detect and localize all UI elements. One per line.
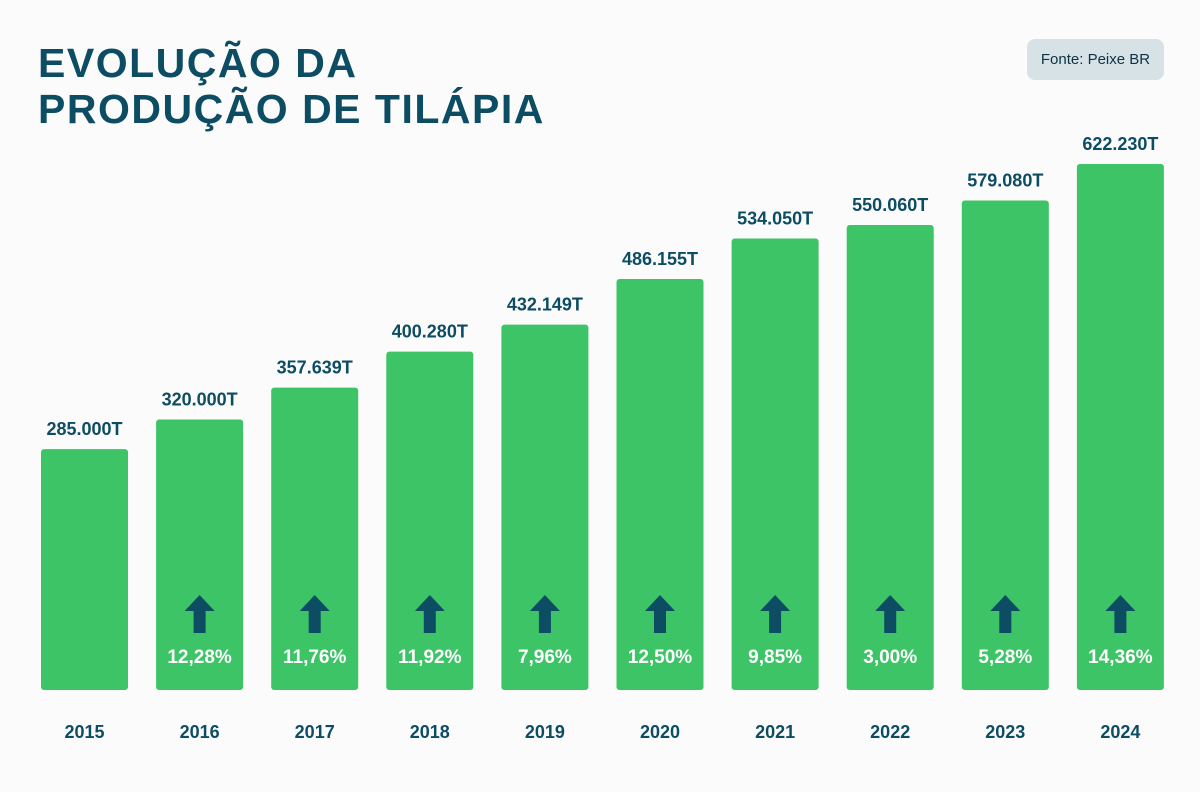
bar-2021 (731, 238, 819, 690)
source-badge: Fonte: Peixe BR (1027, 39, 1164, 80)
year-label-2023: 2023 (985, 722, 1025, 742)
arrow-up-icon (529, 595, 560, 633)
growth-label-2022: 3,00% (863, 647, 917, 668)
year-label-2019: 2019 (525, 722, 565, 742)
bar-2020 (616, 279, 704, 690)
chart-title: EVOLUÇÃO DA PRODUÇÃO DE TILÁPIA (38, 40, 545, 132)
growth-label-2021: 9,85% (748, 647, 802, 668)
value-label-2019: 432.149T (507, 295, 583, 315)
arrow-up-icon (1105, 595, 1136, 633)
bar-2016 (156, 419, 244, 690)
growth-label-2019: 7,96% (518, 647, 572, 668)
arrow-up-icon (184, 595, 215, 633)
value-label-2018: 400.280T (392, 322, 468, 342)
bar-2015 (41, 449, 128, 690)
bar-2022 (846, 225, 934, 690)
growth-label-2020: 12,50% (628, 647, 693, 668)
arrow-up-icon (645, 595, 675, 633)
value-label-2024: 622.230T (1082, 134, 1158, 154)
bar-2018 (386, 351, 474, 690)
value-label-2022: 550.060T (852, 195, 928, 215)
year-label-2018: 2018 (410, 722, 450, 742)
year-label-2024: 2024 (1100, 722, 1140, 742)
year-label-2016: 2016 (180, 722, 220, 742)
arrow-up-icon (299, 595, 330, 633)
year-label-2015: 2015 (64, 722, 104, 742)
value-label-2021: 534.050T (737, 209, 813, 229)
bar-2023 (961, 200, 1049, 691)
growth-label-2023: 5,28% (978, 647, 1032, 668)
value-label-2017: 357.639T (277, 358, 353, 378)
bar-2019 (501, 324, 589, 690)
year-label-2017: 2017 (295, 722, 335, 742)
value-label-2016: 320.000T (162, 389, 238, 409)
growth-label-2024: 14,36% (1088, 647, 1153, 668)
value-label-2020: 486.155T (622, 249, 698, 269)
bar-2024 (1076, 164, 1164, 690)
growth-label-2016: 12,28% (167, 647, 232, 668)
title-line-2: PRODUÇÃO DE TILÁPIA (38, 86, 545, 132)
year-label-2022: 2022 (870, 722, 910, 742)
arrow-up-icon (875, 595, 906, 633)
arrow-up-icon (760, 595, 791, 633)
bar-2017 (271, 387, 359, 690)
title-line-1: EVOLUÇÃO DA (38, 40, 358, 86)
year-label-2021: 2021 (755, 722, 795, 742)
growth-label-2018: 11,92% (398, 647, 461, 668)
value-label-2023: 579.080T (967, 170, 1043, 190)
value-label-2015: 285.000T (46, 419, 122, 439)
arrow-up-icon (990, 595, 1021, 633)
growth-label-2017: 11,76% (283, 647, 346, 668)
year-label-2020: 2020 (640, 722, 680, 742)
arrow-up-icon (414, 595, 445, 633)
